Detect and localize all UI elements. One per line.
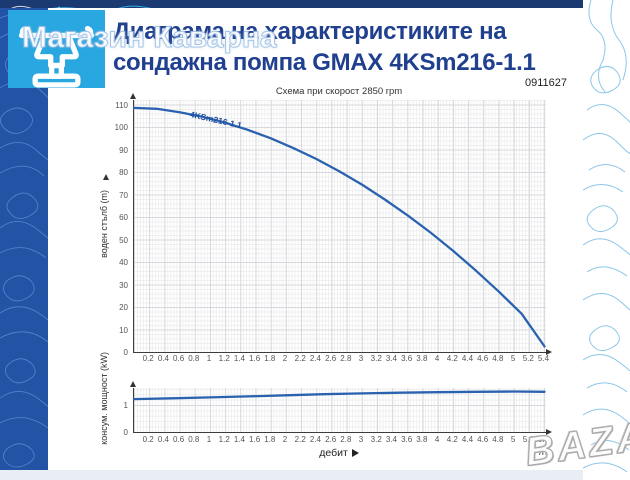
x-axis-arrow-icon bbox=[546, 349, 552, 355]
x-tick-label: 3.8 bbox=[416, 435, 428, 444]
head-direction-arrow-icon bbox=[103, 174, 109, 180]
x-tick-label: 1.6 bbox=[249, 354, 261, 363]
y-tick-label: 30 bbox=[119, 280, 128, 290]
x-tick-label: 2.8 bbox=[340, 435, 352, 444]
x-tick-label: 0.4 bbox=[157, 435, 169, 444]
flow-axis-title-text: дебит bbox=[319, 447, 348, 459]
x-tick-label: 3.6 bbox=[401, 354, 413, 363]
x-tick-label: 3 bbox=[358, 354, 364, 363]
x-tick-label: 4.4 bbox=[461, 435, 474, 444]
x-tick-label: 0.6 bbox=[173, 354, 185, 363]
y-tick-label: 40 bbox=[119, 258, 128, 267]
x-tick-label: 1.8 bbox=[264, 435, 276, 444]
power-y-axis-arrow-icon bbox=[130, 381, 136, 387]
x-tick-label: 2.2 bbox=[294, 435, 306, 444]
flow-direction-arrow-icon bbox=[351, 449, 359, 457]
x-tick-label: 4.4 bbox=[461, 354, 474, 363]
x-tick-label: 2.2 bbox=[294, 354, 306, 363]
power-x-axis-arrow-icon bbox=[546, 429, 552, 435]
x-tick-label: 0.4 bbox=[157, 354, 169, 363]
right-topo-band bbox=[583, 0, 630, 480]
y-tick-label: 50 bbox=[119, 235, 128, 245]
y-tick-label: 100 bbox=[114, 123, 128, 132]
bottom-strip bbox=[0, 470, 583, 480]
x-tick-label: 2.6 bbox=[325, 435, 337, 444]
x-tick-label: 2 bbox=[282, 435, 288, 444]
x-tick-label: 4 bbox=[434, 354, 440, 363]
flow-axis-title: дебит bbox=[133, 447, 545, 459]
x-tick-label: 2.4 bbox=[309, 354, 321, 363]
head-axis-title: воден стълб (m) bbox=[99, 190, 109, 258]
x-tick-label: 5 bbox=[510, 435, 516, 444]
y-tick-label: 90 bbox=[119, 145, 128, 155]
x-tick-label: 1 bbox=[206, 435, 212, 444]
x-tick-label: 3 bbox=[358, 435, 364, 444]
flow-axis-unit: m³/h bbox=[528, 447, 547, 458]
title-line-1: Диаграма на характеристиките на bbox=[113, 18, 507, 45]
x-tick-label: 3.2 bbox=[370, 435, 382, 444]
x-tick-label: 0.8 bbox=[188, 435, 200, 444]
topo-pattern-right bbox=[583, 0, 630, 473]
x-tick-label: 4.6 bbox=[477, 435, 489, 444]
product-code: 0911627 bbox=[524, 77, 567, 89]
x-tick-label: 4.8 bbox=[492, 354, 504, 363]
y-axis-arrow-icon bbox=[130, 93, 136, 99]
x-tick-label: 3.4 bbox=[385, 354, 397, 363]
power-curve bbox=[132, 390, 546, 401]
x-tick-label: 0.6 bbox=[173, 435, 185, 444]
x-tick-label: 2.4 bbox=[309, 435, 321, 444]
y-tick-label: 0 bbox=[123, 428, 128, 437]
x-tick-label: 4.2 bbox=[446, 354, 458, 363]
x-tick-label: 2.8 bbox=[340, 354, 352, 363]
store-logo bbox=[8, 10, 105, 88]
x-tick-label: 1.6 bbox=[249, 435, 261, 444]
x-tick-label: 4.2 bbox=[446, 435, 458, 444]
x-tick-label: 5.2 bbox=[522, 354, 534, 363]
x-tick-label: 3.6 bbox=[401, 435, 413, 444]
x-tick-label: 1.2 bbox=[218, 354, 230, 363]
x-tick-label: 1.8 bbox=[264, 354, 276, 363]
x-tick-label: 3.4 bbox=[385, 435, 397, 444]
x-tick-label: 0.2 bbox=[142, 435, 154, 444]
x-tick-label: 4 bbox=[434, 435, 440, 444]
y-tick-label: 80 bbox=[119, 168, 128, 177]
top-topo-strip bbox=[0, 0, 583, 8]
x-tick-label: 3.2 bbox=[370, 354, 382, 363]
x-tick-label: 5.4 bbox=[537, 354, 550, 363]
x-tick-label: 0.8 bbox=[188, 354, 200, 363]
y-tick-label: 110 bbox=[115, 100, 128, 110]
y-tick-label: 10 bbox=[119, 325, 128, 335]
x-tick-label: 1.4 bbox=[233, 354, 245, 363]
x-tick-label: 1.2 bbox=[218, 435, 230, 444]
page-title: Диаграма на характеристиките на сондажна… bbox=[113, 16, 571, 78]
x-tick-label: 1.4 bbox=[233, 435, 245, 444]
y-tick-label: 1 bbox=[123, 401, 128, 410]
x-tick-label: 5.2 bbox=[522, 435, 534, 444]
x-tick-label: 4.8 bbox=[492, 435, 504, 444]
x-tick-label: 5.4 bbox=[537, 435, 550, 444]
power-chart-plot-area bbox=[132, 388, 546, 433]
x-tick-label: 3.8 bbox=[416, 354, 428, 363]
x-tick-label: 2 bbox=[282, 354, 288, 363]
y-tick-label: 0 bbox=[123, 348, 128, 357]
y-tick-label: 70 bbox=[119, 190, 128, 200]
chart-subtitle: Схема при скорост 2850 rpm bbox=[275, 86, 403, 97]
head-chart-plot-area bbox=[132, 100, 546, 353]
x-tick-label: 5 bbox=[510, 354, 516, 363]
x-tick-label: 4.6 bbox=[477, 354, 489, 363]
x-tick-label: 1 bbox=[206, 354, 212, 363]
title-line-2: сондажна помпа GMAX 4KSm216-1.1 bbox=[113, 49, 536, 76]
x-tick-label: 2.6 bbox=[325, 354, 337, 363]
x-tick-label: 0.2 bbox=[142, 354, 154, 363]
y-tick-label: 20 bbox=[119, 303, 128, 312]
head-curve bbox=[132, 106, 546, 348]
y-tick-label: 60 bbox=[119, 213, 128, 222]
pump-logo-icon bbox=[18, 25, 95, 88]
topo-pattern-top bbox=[11, 5, 152, 8]
